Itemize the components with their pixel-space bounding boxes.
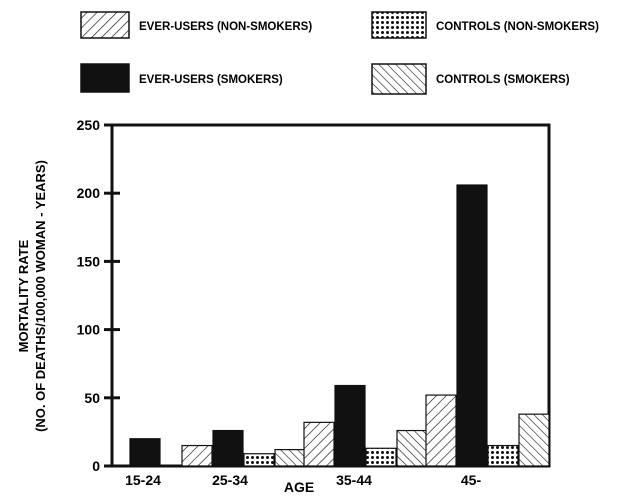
legend-swatch-controls-smokers: [371, 63, 427, 95]
y-tick-label: 50: [84, 390, 100, 406]
legend-swatch-ever-users-non-smokers: [80, 11, 130, 39]
legend-label-controls-smokers: CONTROLS (SMOKERS): [436, 74, 570, 86]
legend: EVER-USERS (NON-SMOKERS) CONTROLS (NON-S…: [80, 11, 599, 95]
legend-label-ever-users-smokers: EVER-USERS (SMOKERS): [139, 74, 283, 86]
y-tick-label: 150: [77, 253, 101, 269]
bar-controls-smokers-45-: [518, 413, 550, 467]
legend-swatch-controls-non-smokers: [371, 11, 427, 39]
legend-label-controls-non-smokers: CONTROLS (NON-SMOKERS): [436, 21, 599, 33]
x-axis-tick-labels: 15-24 25-34 35-44 45-: [125, 472, 481, 488]
bar-controls-non-smokers-35-44: [365, 447, 397, 467]
legend-label-ever-users-non-smokers: EVER-USERS (NON-SMOKERS): [139, 21, 312, 33]
legend-item-ever-users-smokers: EVER-USERS (SMOKERS): [80, 63, 283, 93]
bar-ever-users-smokers-45-: [456, 184, 488, 467]
x-tick-label: 15-24: [125, 472, 161, 488]
x-tick-label: 25-34: [212, 472, 248, 488]
bars: [129, 184, 550, 467]
y-axis-label-line2: (NO. OF DEATHS/100,000 WOMAN - YEARS): [33, 160, 48, 432]
y-axis-ticks: 0 50 100 150 200 250: [77, 117, 120, 474]
bar-ever-users-smokers-35-44: [334, 384, 366, 467]
y-tick-label: 200: [77, 185, 101, 201]
bar-ever-users-smokers-15-24: [129, 438, 161, 467]
legend-swatch-ever-users-smokers: [80, 63, 130, 93]
y-axis-label-line1: MORTALITY RATE: [16, 239, 31, 352]
x-axis-label: AGE: [284, 479, 314, 495]
bar-controls-smokers-35-44: [396, 429, 428, 467]
y-tick-label: 250: [77, 117, 101, 133]
x-tick-label: 45-: [461, 472, 482, 488]
x-tick-label: 35-44: [336, 472, 372, 488]
bar-ever-users-non-smokers-35-44: [303, 421, 335, 467]
legend-item-controls-non-smokers: CONTROLS (NON-SMOKERS): [371, 11, 599, 39]
legend-item-controls-smokers: CONTROLS (SMOKERS): [371, 63, 570, 95]
bar-ever-users-non-smokers-25-34: [181, 444, 213, 467]
bar-controls-smokers-25-34: [274, 449, 306, 467]
y-tick-label: 100: [77, 322, 101, 338]
bar-controls-non-smokers-25-34: [243, 453, 275, 467]
bar-controls-non-smokers-45-: [487, 444, 519, 467]
bar-ever-users-smokers-25-34: [212, 429, 244, 467]
bar-ever-users-non-smokers-45-: [425, 394, 457, 467]
y-tick-label: 0: [92, 458, 100, 474]
legend-item-ever-users-non-smokers: EVER-USERS (NON-SMOKERS): [80, 11, 312, 39]
